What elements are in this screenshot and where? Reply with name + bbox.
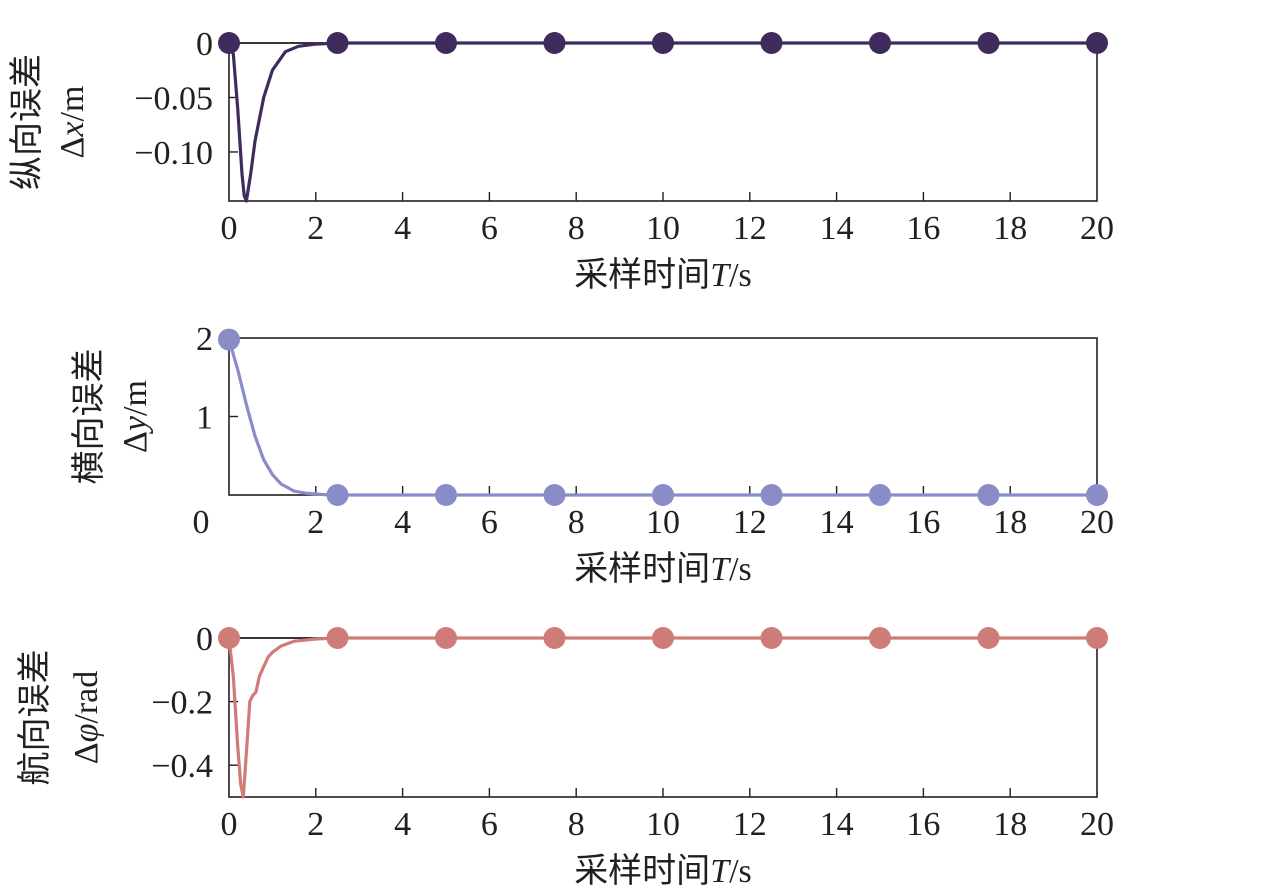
series-marker <box>326 32 349 54</box>
x-tick-label: 8 <box>568 210 585 247</box>
series-marker <box>869 32 891 54</box>
plot-frame <box>228 637 1098 798</box>
series-marker <box>543 32 566 54</box>
x-tick-label: 6 <box>481 504 498 541</box>
y-tick-label: −0.10 <box>134 135 213 172</box>
series-marker <box>760 32 783 54</box>
x-tick-label: 2 <box>307 504 324 541</box>
x-tick-label: 18 <box>993 806 1027 843</box>
series-marker <box>543 484 566 506</box>
panel-longitudinal-error: 0 2 4 6 8 10 12 14 16 18 20 0 −0.05 −0.10 采样时间T/s 纵向误差 Δ… <box>8 26 1114 294</box>
series-line <box>227 338 1099 497</box>
series-marker <box>543 627 566 649</box>
x-axis-label: 采样时间T/s <box>574 852 752 890</box>
x-tick-label: 4 <box>394 210 411 247</box>
x-axis-label: 采样时间T/s <box>574 550 752 588</box>
y-axis-label: 横向误差 <box>70 349 108 485</box>
x-tick-label: 0 <box>193 504 210 541</box>
x-tick-label: 8 <box>568 806 585 843</box>
series-marker <box>760 484 783 506</box>
series-marker <box>652 484 674 506</box>
x-tick-label: 8 <box>568 504 585 541</box>
series-marker <box>218 627 240 649</box>
x-tick-label: 16 <box>906 806 940 843</box>
series-marker <box>760 627 783 649</box>
x-tick-label: 2 <box>307 806 324 843</box>
y-tick-label: 0 <box>196 621 213 658</box>
panel-heading-error: 0 2 4 6 8 10 12 14 16 18 20 0 −0.2 −0.4 采样时间T/s 航向误差 Δφ/… <box>16 621 1114 890</box>
series-marker <box>1086 484 1108 506</box>
y-axis-label: 纵向误差 <box>8 54 46 190</box>
series-marker <box>869 484 891 506</box>
plot-frame <box>228 42 1098 202</box>
x-tick-label: 20 <box>1080 210 1114 247</box>
series-marker <box>326 627 349 649</box>
plot-frame <box>228 337 1098 496</box>
series-marker <box>326 484 349 506</box>
x-tick-label: 12 <box>733 504 767 541</box>
x-tick-label: 16 <box>906 504 940 541</box>
series-marker <box>977 484 1000 506</box>
series-marker <box>218 328 240 351</box>
x-tick-label: 10 <box>646 504 680 541</box>
series-marker <box>1086 627 1108 649</box>
x-tick-label: 18 <box>993 210 1027 247</box>
x-tick-label: 14 <box>820 806 854 843</box>
x-tick-label: 6 <box>481 806 498 843</box>
x-tick-label: 0 <box>221 806 238 843</box>
x-tick-label: 18 <box>993 504 1027 541</box>
x-tick-label: 14 <box>820 504 854 541</box>
y-tick-label: −0.05 <box>134 80 213 117</box>
series-marker <box>435 627 457 649</box>
x-tick-label: 0 <box>221 210 238 247</box>
x-tick-label: 2 <box>307 210 324 247</box>
y-tick-label: 0 <box>196 26 213 63</box>
y-axis-label: Δφ/rad <box>68 671 105 765</box>
x-tick-label: 4 <box>394 504 411 541</box>
series-marker <box>977 627 1000 649</box>
x-tick-label: 12 <box>733 210 767 247</box>
y-tick-label: 1 <box>196 400 213 437</box>
series-marker <box>218 32 240 54</box>
series-marker <box>652 32 674 54</box>
y-axis-label: Δx/m <box>54 86 91 159</box>
series-line <box>227 41 1099 203</box>
x-tick-label: 4 <box>394 806 411 843</box>
y-tick-label: −0.4 <box>151 748 213 785</box>
y-axis-label: Δy/m <box>117 380 154 453</box>
x-tick-label: 20 <box>1080 504 1114 541</box>
x-tick-label: 12 <box>733 806 767 843</box>
series-marker <box>435 484 457 506</box>
x-tick-label: 10 <box>646 806 680 843</box>
y-tick-label: −0.2 <box>151 685 213 722</box>
x-tick-label: 14 <box>820 210 854 247</box>
y-tick-label: 2 <box>196 321 213 358</box>
series-line <box>227 636 1099 799</box>
series-marker <box>435 32 457 54</box>
series-marker <box>652 627 674 649</box>
x-tick-label: 20 <box>1080 806 1114 843</box>
x-tick-label: 10 <box>646 210 680 247</box>
y-axis-label: 航向误差 <box>16 650 54 786</box>
x-tick-label: 6 <box>481 210 498 247</box>
series-marker <box>869 627 891 649</box>
x-tick-label: 16 <box>906 210 940 247</box>
x-axis-label: 采样时间T/s <box>574 256 752 294</box>
series-marker <box>977 32 1000 54</box>
series-marker <box>1086 32 1108 54</box>
